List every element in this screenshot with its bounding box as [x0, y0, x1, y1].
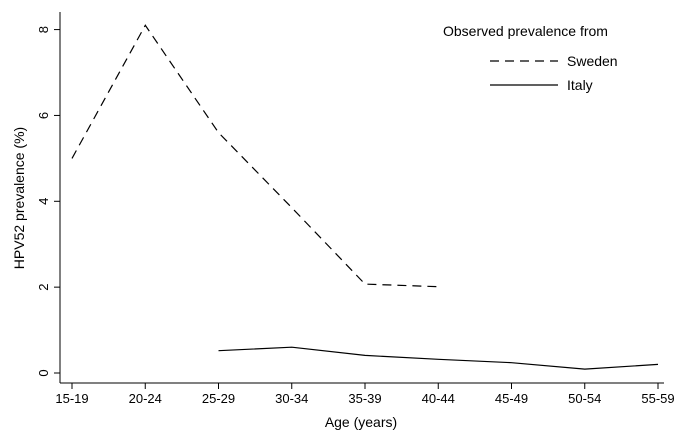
series-line-sweden — [71, 24, 439, 288]
legend-title: Observed prevalence from — [443, 23, 608, 39]
x-tick-label: 25-29 — [202, 391, 235, 406]
series-line-italy — [218, 346, 659, 370]
legend-label-italy: Italy — [567, 77, 593, 93]
y-tick-label: 2 — [36, 284, 51, 291]
x-tick-label: 40-44 — [422, 391, 455, 406]
y-tick-label: 4 — [36, 198, 51, 205]
y-tick-label: 0 — [36, 369, 51, 376]
x-tick-label: 55-59 — [641, 391, 674, 406]
x-axis-label: Age (years) — [325, 414, 397, 430]
y-axis-label: HPV52 prevalence (%) — [11, 127, 27, 269]
legend-label-sweden: Sweden — [567, 53, 618, 69]
x-tick-label: 35-39 — [348, 391, 381, 406]
x-tick-label: 50-54 — [568, 391, 601, 406]
x-tick-label: 20-24 — [129, 391, 162, 406]
x-tick-label: 15-19 — [55, 391, 88, 406]
plot-area: 0 2 4 6 8 15-19 20-24 25-29 30-34 35-39 40-44 45-49… — [36, 12, 675, 406]
y-tick-label: 6 — [36, 112, 51, 119]
x-tick-label: 30-34 — [275, 391, 308, 406]
y-tick-label: 8 — [36, 26, 51, 33]
legend: Observed prevalence from Sweden Italy — [443, 23, 618, 93]
x-tick-label: 45-49 — [495, 391, 528, 406]
